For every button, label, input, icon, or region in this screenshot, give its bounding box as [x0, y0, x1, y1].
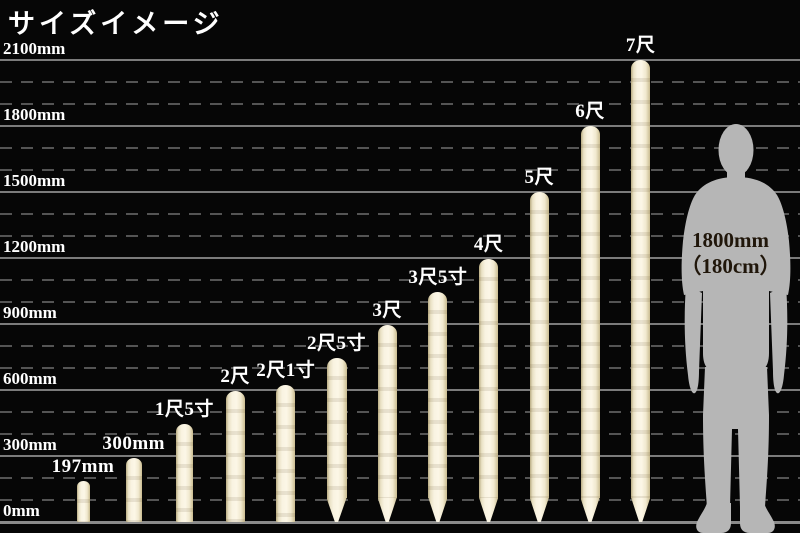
gridline-major [0, 521, 800, 524]
human-silhouette [661, 123, 800, 533]
size-bar [529, 192, 549, 498]
size-bar-tip [428, 498, 448, 522]
y-axis-tick-label: 1200mm [3, 237, 66, 256]
size-bar-tip [631, 498, 651, 522]
size-bar-label: 7尺 [625, 34, 656, 56]
y-axis-tick-label: 2100mm [3, 39, 66, 58]
gridline-major [0, 323, 800, 325]
gridline-minor [0, 477, 800, 479]
gridline-major [0, 455, 800, 457]
size-bar [580, 125, 600, 498]
gridline-minor [0, 235, 800, 237]
size-bar [631, 59, 651, 498]
size-bar-label: 2尺1寸 [256, 359, 316, 381]
size-bar [428, 291, 448, 498]
gridline-major [0, 191, 800, 193]
y-axis-tick-label: 1800mm [3, 105, 66, 124]
y-axis-tick-label: 1500mm [3, 171, 66, 190]
gridline-minor [0, 301, 800, 303]
gridline-minor [0, 169, 800, 171]
gridline-minor [0, 345, 800, 347]
gridline-minor [0, 103, 800, 105]
size-bar [175, 424, 193, 522]
gridline-minor [0, 433, 800, 435]
gridline-major [0, 389, 800, 391]
size-bar-tip [377, 498, 397, 522]
y-axis-tick-label: 600mm [3, 369, 57, 388]
size-bar-label: 197mm [51, 455, 115, 477]
human-height-label: 1800mm （180cm） [661, 227, 800, 280]
y-axis-tick-label: 300mm [3, 435, 57, 454]
size-bar [377, 324, 397, 498]
size-bar [125, 458, 142, 522]
size-bar-label: 3尺 [372, 299, 402, 321]
y-axis-tick-label: 900mm [3, 303, 57, 322]
gridline-major [0, 125, 800, 127]
size-bar-label: 6尺 [575, 100, 605, 122]
y-axis-tick-label: 0mm [3, 501, 40, 520]
gridline-minor [0, 147, 800, 149]
gridline-major [0, 59, 800, 61]
human-height-cm: （180cm） [680, 254, 781, 279]
size-bar-tip [479, 498, 499, 522]
gridline-major [0, 257, 800, 259]
gridline-minor [0, 367, 800, 369]
page-title: サイズイメージ [8, 9, 224, 39]
size-bar-label: 4尺 [473, 233, 504, 255]
human-height-mm: 1800mm [692, 228, 769, 252]
size-bar [326, 357, 347, 498]
gridline-minor [0, 279, 800, 281]
size-bar [276, 384, 296, 522]
size-bar [76, 480, 90, 522]
human-silhouette-graphic [681, 124, 791, 533]
size-bar-label: 5尺 [524, 167, 555, 189]
gridline-minor [0, 81, 800, 83]
size-bar-label: 3尺5寸 [408, 266, 468, 288]
gridline-minor [0, 213, 800, 215]
size-bar-tip [529, 498, 549, 522]
size-bar-label: 2尺 [220, 366, 250, 388]
size-bar-label: 2尺5寸 [306, 333, 367, 354]
size-bar-tip [326, 498, 347, 522]
gridline-minor [0, 499, 800, 501]
size-bar [225, 391, 245, 522]
size-bar-label: 300mm [102, 433, 166, 455]
gridline-minor [0, 411, 800, 413]
size-bar [479, 258, 499, 498]
size-bar-label: 1尺5寸 [154, 399, 214, 421]
size-bar-tip [580, 498, 600, 522]
